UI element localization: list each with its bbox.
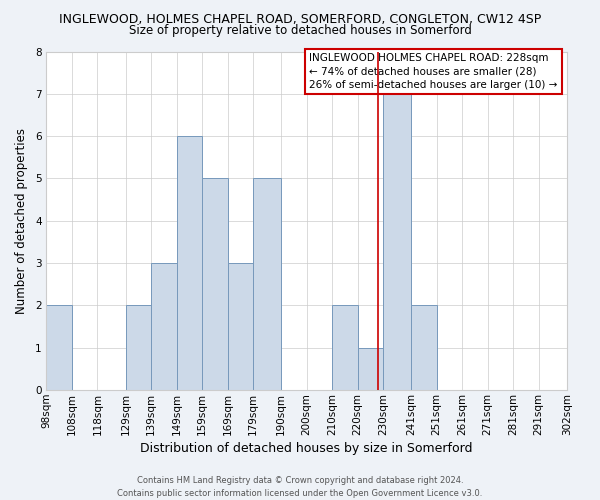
Bar	[151, 263, 176, 390]
Text: Contains HM Land Registry data © Crown copyright and database right 2024.
Contai: Contains HM Land Registry data © Crown c…	[118, 476, 482, 498]
Bar	[411, 306, 437, 390]
Bar	[125, 306, 151, 390]
Bar	[176, 136, 202, 390]
X-axis label: Distribution of detached houses by size in Somerford: Distribution of detached houses by size …	[140, 442, 473, 455]
Bar	[383, 94, 411, 390]
Text: Size of property relative to detached houses in Somerford: Size of property relative to detached ho…	[128, 24, 472, 37]
Bar	[567, 348, 595, 390]
Bar	[358, 348, 383, 390]
Bar	[202, 178, 227, 390]
Text: INGLEWOOD HOLMES CHAPEL ROAD: 228sqm
← 74% of detached houses are smaller (28)
2: INGLEWOOD HOLMES CHAPEL ROAD: 228sqm ← 7…	[309, 53, 557, 90]
Y-axis label: Number of detached properties: Number of detached properties	[15, 128, 28, 314]
Text: INGLEWOOD, HOLMES CHAPEL ROAD, SOMERFORD, CONGLETON, CW12 4SP: INGLEWOOD, HOLMES CHAPEL ROAD, SOMERFORD…	[59, 12, 541, 26]
Bar	[253, 178, 281, 390]
Bar	[332, 306, 358, 390]
Bar	[227, 263, 253, 390]
Bar	[46, 306, 72, 390]
